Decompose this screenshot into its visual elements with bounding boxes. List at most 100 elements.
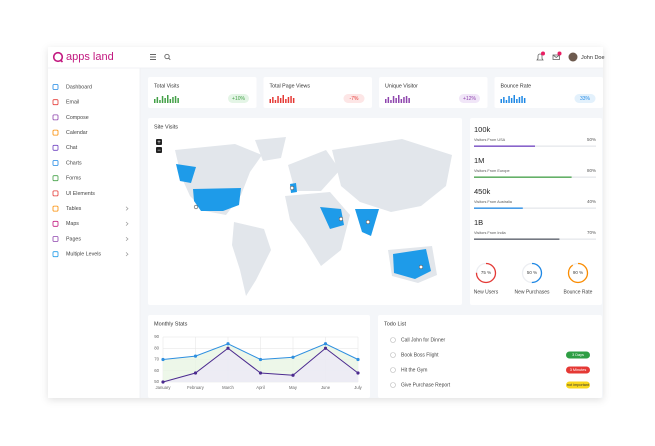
sparkline-bar bbox=[403, 97, 405, 103]
menu-icon[interactable] bbox=[52, 175, 59, 182]
submenu-arrow[interactable] bbox=[125, 252, 129, 257]
logo-text[interactable]: apps land bbox=[66, 51, 114, 63]
region-value: 1B bbox=[474, 218, 483, 227]
menu-item[interactable]: Multiple Levels bbox=[66, 252, 101, 258]
y-tick-label: 60 bbox=[154, 368, 159, 373]
point bbox=[323, 342, 328, 346]
sparkline-bar bbox=[154, 99, 156, 103]
y-tick-label: 70 bbox=[154, 357, 159, 362]
todo-card bbox=[378, 315, 602, 398]
menu-item[interactable]: Charts bbox=[66, 160, 82, 166]
menu-icon[interactable] bbox=[52, 99, 59, 106]
ring-label: 75 % bbox=[481, 270, 491, 275]
region-caption: Visitors From India bbox=[474, 231, 506, 235]
menu-item[interactable]: Dashboard bbox=[66, 84, 92, 90]
map-pin[interactable] bbox=[193, 185, 424, 270]
menu-item[interactable]: Chat bbox=[66, 145, 78, 151]
sparkline-bar bbox=[387, 97, 390, 103]
user-name[interactable]: John Doe bbox=[581, 55, 605, 61]
menu-icon[interactable] bbox=[52, 129, 59, 136]
messages-button[interactable] bbox=[552, 51, 562, 60]
sparkline-bar bbox=[287, 97, 290, 103]
todo-badge bbox=[566, 351, 590, 359]
sparkline-bar bbox=[523, 98, 526, 103]
sparkline-bar bbox=[395, 98, 397, 103]
point bbox=[226, 346, 230, 350]
menu-item[interactable]: Forms bbox=[66, 176, 81, 182]
menu-item[interactable]: Maps bbox=[66, 221, 79, 227]
ring-caption: New Purchases bbox=[514, 289, 550, 295]
menu-item[interactable]: Tables bbox=[66, 206, 82, 212]
menu-item[interactable]: Compose bbox=[66, 115, 89, 121]
point bbox=[161, 380, 165, 384]
zoom-in-button[interactable] bbox=[156, 139, 162, 145]
progress-bar bbox=[474, 207, 523, 209]
sparkline-bar bbox=[277, 96, 279, 103]
submenu-arrow[interactable] bbox=[125, 236, 129, 242]
menu-icon[interactable] bbox=[52, 236, 59, 242]
zoom-out-label[interactable]: − bbox=[157, 148, 161, 154]
sparkline-bar bbox=[272, 97, 274, 103]
menu-icon[interactable] bbox=[52, 251, 59, 258]
sparkline-bar bbox=[408, 98, 410, 103]
x-tick-label: March bbox=[222, 385, 234, 390]
menu-icon[interactable] bbox=[52, 114, 59, 121]
region-percent: 70% bbox=[587, 230, 596, 235]
submenu-arrow[interactable] bbox=[125, 206, 129, 211]
sparkline-bar bbox=[269, 99, 271, 103]
point bbox=[291, 355, 295, 359]
stat-title: Unique Visitor bbox=[385, 83, 418, 89]
todo-checkbox[interactable] bbox=[390, 367, 396, 373]
menu-item[interactable]: Email bbox=[66, 100, 79, 106]
stat-change: +12% bbox=[463, 96, 476, 102]
sparkline-bar bbox=[392, 96, 395, 103]
progress-bar bbox=[474, 145, 535, 147]
menu-button[interactable] bbox=[150, 54, 156, 60]
menu-icon[interactable] bbox=[52, 160, 59, 166]
region-value: 1M bbox=[474, 156, 484, 165]
point bbox=[356, 357, 360, 362]
menu-item[interactable]: Calendar bbox=[66, 130, 88, 136]
x-tick-label: April bbox=[256, 385, 264, 390]
sparkline-bar bbox=[518, 97, 521, 103]
x-tick-label: January bbox=[156, 385, 172, 390]
zoom-out-button[interactable] bbox=[156, 147, 162, 153]
todo-badge-text: 3 Minutes bbox=[570, 368, 587, 372]
todo-text: Book Boss Flight bbox=[401, 352, 439, 358]
point bbox=[258, 371, 263, 375]
sparkline-bar bbox=[159, 100, 161, 103]
menu-item[interactable]: Pages bbox=[66, 236, 81, 242]
visits-card bbox=[470, 118, 602, 305]
sparkline-bar bbox=[290, 96, 292, 103]
card-title: Todo List bbox=[384, 321, 406, 327]
progress-bar bbox=[474, 238, 560, 240]
stat-card bbox=[379, 77, 488, 108]
x-tick-label: May bbox=[289, 385, 298, 390]
todo-checkbox[interactable] bbox=[390, 382, 396, 388]
sidebar bbox=[48, 68, 140, 398]
avatar[interactable] bbox=[568, 52, 578, 62]
sparkline-bar bbox=[282, 95, 284, 103]
stat-title: Total Page Views bbox=[270, 83, 311, 89]
menu-icon[interactable] bbox=[52, 190, 59, 197]
zoom-in-label[interactable]: + bbox=[157, 140, 161, 146]
top-bar bbox=[48, 47, 603, 68]
point bbox=[161, 357, 165, 362]
sparkline-bar bbox=[500, 99, 502, 103]
todo-text: Hit the Gym bbox=[401, 367, 427, 373]
card-title: Monthly Stats bbox=[154, 321, 188, 327]
stat-card bbox=[263, 77, 372, 108]
sparkline-bar bbox=[164, 98, 166, 103]
notifications-button[interactable] bbox=[536, 51, 545, 61]
search-button[interactable] bbox=[164, 53, 171, 61]
menu-icon[interactable] bbox=[52, 220, 59, 227]
menu-item[interactable]: UI Elements bbox=[66, 191, 95, 197]
todo-checkbox[interactable] bbox=[390, 352, 396, 358]
menu-icon[interactable] bbox=[52, 84, 59, 90]
todo-checkbox[interactable] bbox=[390, 337, 396, 343]
submenu-arrow[interactable] bbox=[125, 221, 129, 226]
point bbox=[356, 371, 360, 375]
region-caption: Visitors From USA bbox=[474, 138, 506, 142]
menu-icon[interactable] bbox=[52, 144, 59, 151]
menu-icon[interactable] bbox=[52, 205, 59, 212]
